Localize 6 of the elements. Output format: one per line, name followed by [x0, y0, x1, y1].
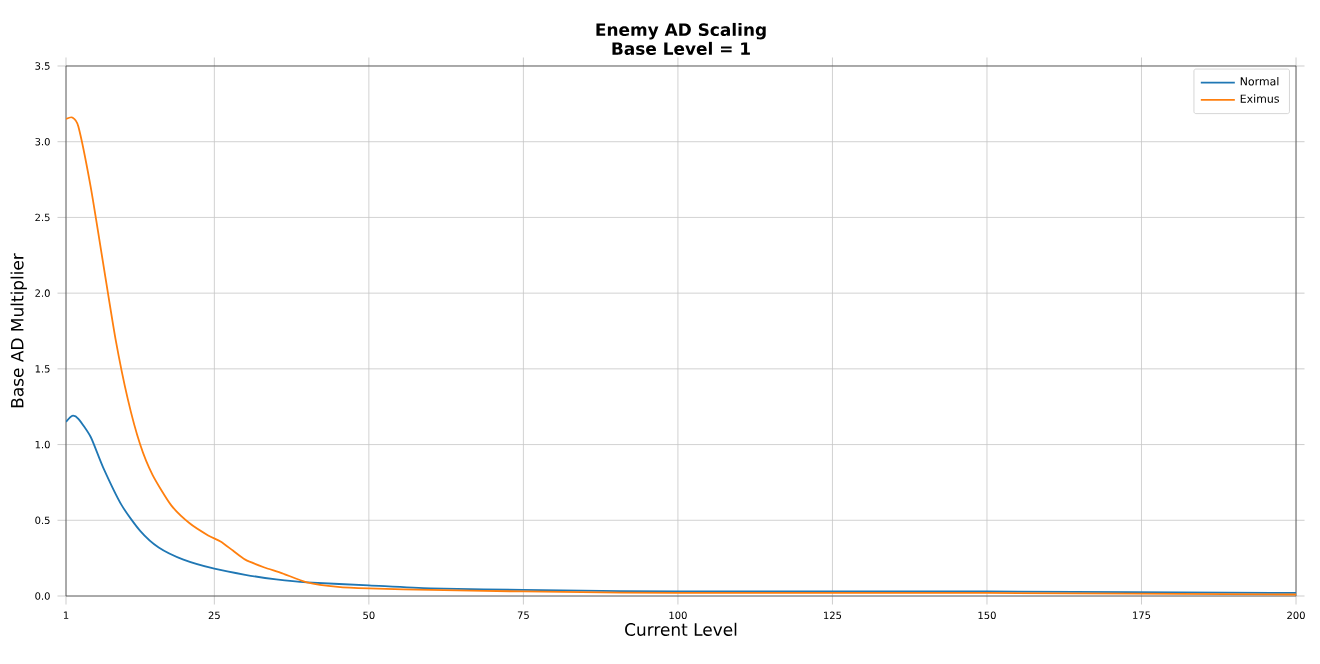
line-series	[66, 414, 1297, 594]
chart-title: Enemy AD Scaling	[596, 22, 766, 40]
x-axis-title: Current Level	[625, 622, 737, 636]
y-axis-title: Base AD Multiplier	[10, 253, 27, 408]
chart-subtitle: Base Level = 1	[612, 41, 750, 55]
line-series	[66, 116, 1297, 596]
